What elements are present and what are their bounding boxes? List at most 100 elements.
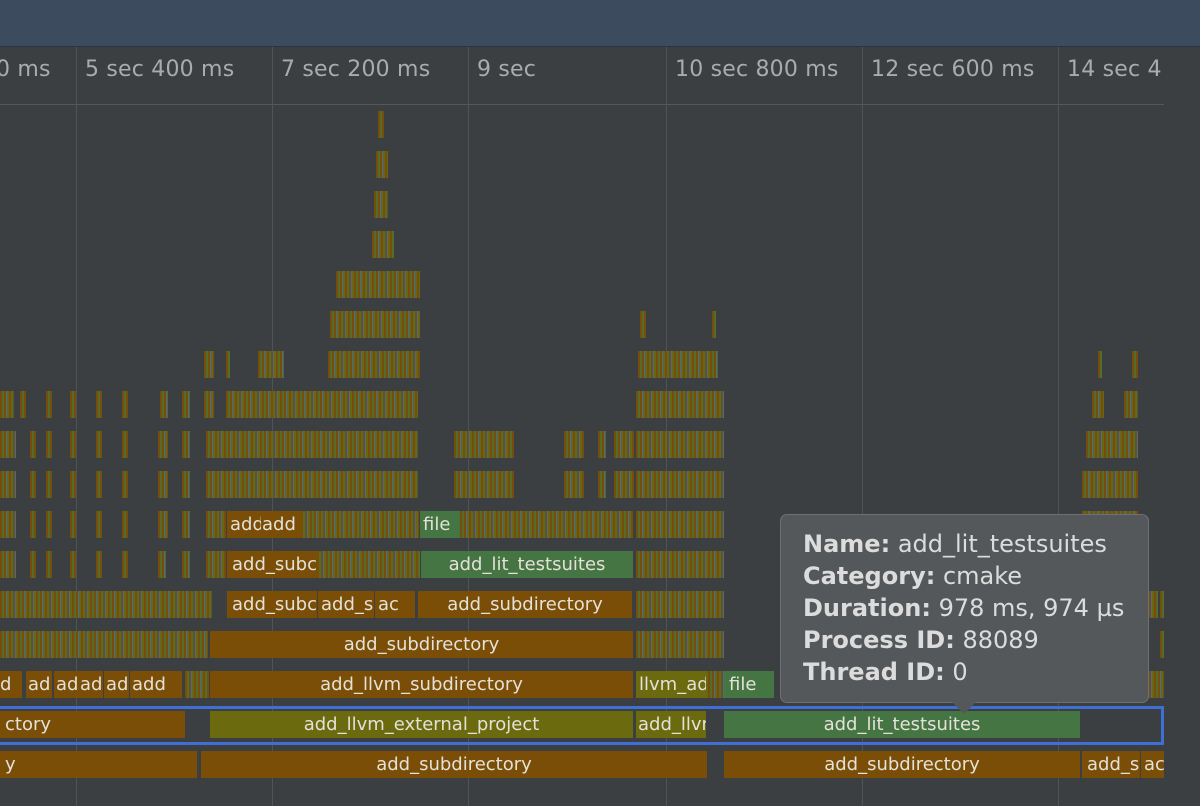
dense-event-cluster[interactable]: [1092, 391, 1104, 418]
dense-event-cluster[interactable]: [614, 431, 634, 458]
flame-bar[interactable]: ac: [375, 591, 415, 618]
flame-chart[interactable]: y add_subdirectory add_subdirectory add_…: [0, 0, 1164, 806]
dense-event-cluster[interactable]: [598, 431, 606, 458]
dense-event-cluster[interactable]: [46, 471, 52, 498]
flame-bar[interactable]: add_subdirectory: [418, 591, 632, 618]
flame-bar[interactable]: y: [0, 751, 197, 778]
dense-event-cluster[interactable]: [226, 391, 418, 418]
dense-event-cluster[interactable]: [96, 471, 102, 498]
dense-event-cluster[interactable]: [636, 471, 724, 498]
dense-event-cluster[interactable]: [0, 471, 16, 498]
flame-bar[interactable]: add_llvr: [636, 711, 706, 738]
dense-event-cluster[interactable]: [70, 511, 76, 538]
flame-bar[interactable]: file: [724, 671, 774, 698]
dense-event-cluster[interactable]: [0, 391, 14, 418]
dense-event-cluster[interactable]: [1082, 471, 1138, 498]
flame-bar[interactable]: file: [420, 511, 460, 538]
flame-bar[interactable]: d: [0, 671, 22, 698]
flame-bar[interactable]: ad: [26, 671, 52, 698]
dense-event-cluster[interactable]: [636, 631, 724, 658]
dense-event-cluster[interactable]: [636, 551, 724, 578]
dense-event-cluster[interactable]: [30, 431, 36, 458]
dense-event-cluster[interactable]: [122, 471, 128, 498]
dense-event-cluster[interactable]: [182, 391, 190, 418]
dense-event-cluster[interactable]: [598, 471, 606, 498]
dense-event-cluster[interactable]: [1098, 351, 1102, 378]
dense-event-cluster[interactable]: [204, 351, 214, 378]
dense-event-cluster[interactable]: [378, 111, 384, 138]
flame-bar[interactable]: ac: [1141, 751, 1164, 778]
dense-event-cluster[interactable]: [182, 471, 190, 498]
dense-event-cluster[interactable]: [1160, 631, 1164, 658]
dense-event-cluster[interactable]: [30, 511, 36, 538]
dense-event-cluster[interactable]: [636, 591, 724, 618]
dense-event-cluster[interactable]: [0, 551, 16, 578]
dense-event-cluster[interactable]: [96, 431, 102, 458]
dense-event-cluster[interactable]: [376, 151, 388, 178]
dense-event-cluster[interactable]: [317, 551, 420, 578]
flame-bar-selected[interactable]: add_lit_testsuites: [724, 711, 1080, 738]
dense-event-cluster[interactable]: [0, 431, 16, 458]
dense-event-cluster[interactable]: [258, 351, 284, 378]
dense-event-cluster[interactable]: [614, 471, 634, 498]
flame-bar[interactable]: add_llvm_subdirectory: [210, 671, 633, 698]
dense-event-cluster[interactable]: [226, 351, 230, 378]
dense-event-cluster[interactable]: [122, 511, 128, 538]
dense-event-cluster[interactable]: [96, 391, 102, 418]
flame-bar[interactable]: ad: [54, 671, 78, 698]
dense-event-cluster[interactable]: [30, 471, 36, 498]
flame-bar[interactable]: add_lit_testsuites: [421, 551, 633, 578]
dense-event-cluster[interactable]: [96, 551, 102, 578]
dense-event-cluster[interactable]: [70, 431, 76, 458]
dense-event-cluster[interactable]: [301, 511, 419, 538]
dense-event-cluster[interactable]: [122, 431, 128, 458]
dense-event-cluster[interactable]: [1160, 591, 1164, 618]
dense-event-cluster[interactable]: [564, 471, 584, 498]
dense-event-cluster[interactable]: [122, 551, 128, 578]
dense-event-cluster[interactable]: [454, 431, 514, 458]
dense-event-cluster[interactable]: [328, 351, 420, 378]
dense-event-cluster[interactable]: [96, 511, 102, 538]
flame-bar[interactable]: add_s: [318, 591, 374, 618]
dense-event-cluster[interactable]: [122, 391, 128, 418]
dense-event-cluster[interactable]: [336, 271, 420, 298]
flame-bar[interactable]: ad: [104, 671, 129, 698]
dense-event-cluster[interactable]: [182, 551, 190, 578]
dense-event-cluster[interactable]: [330, 311, 420, 338]
dense-event-cluster[interactable]: [204, 391, 214, 418]
dense-event-cluster[interactable]: [158, 471, 168, 498]
dense-event-cluster[interactable]: [564, 431, 584, 458]
flame-bar[interactable]: add_subdirectory: [201, 751, 707, 778]
dense-event-cluster[interactable]: [374, 191, 388, 218]
dense-event-cluster[interactable]: [636, 391, 724, 418]
dense-event-cluster[interactable]: [638, 351, 718, 378]
flame-bar[interactable]: add: [261, 511, 301, 538]
dense-event-cluster[interactable]: [206, 551, 226, 578]
dense-event-cluster[interactable]: [206, 511, 226, 538]
dense-event-cluster[interactable]: [46, 511, 52, 538]
dense-event-cluster[interactable]: [182, 511, 190, 538]
dense-event-cluster[interactable]: [460, 511, 633, 538]
dense-event-cluster[interactable]: [206, 471, 418, 498]
dense-event-cluster[interactable]: [454, 471, 514, 498]
dense-event-cluster[interactable]: [1086, 431, 1138, 458]
dense-event-cluster[interactable]: [206, 431, 418, 458]
dense-event-cluster[interactable]: [70, 551, 76, 578]
flame-bar[interactable]: add_subdirectory: [724, 751, 1080, 778]
flame-bar[interactable]: ctory: [0, 711, 185, 738]
flame-bar[interactable]: add_subc: [227, 551, 317, 578]
dense-event-cluster[interactable]: [372, 231, 394, 258]
flame-bar[interactable]: add: [130, 671, 182, 698]
dense-event-cluster[interactable]: [1124, 391, 1138, 418]
flame-bar[interactable]: llvm_ad: [636, 671, 706, 698]
dense-event-cluster[interactable]: [0, 591, 212, 618]
dense-event-cluster[interactable]: [636, 431, 724, 458]
flame-bar[interactable]: add_llvm_external_project: [210, 711, 633, 738]
dense-event-cluster[interactable]: [0, 631, 208, 658]
dense-event-cluster[interactable]: [182, 431, 190, 458]
dense-event-cluster[interactable]: [185, 671, 209, 698]
dense-event-cluster[interactable]: [158, 551, 166, 578]
dense-event-cluster[interactable]: [712, 311, 716, 338]
flame-bar[interactable]: add_subc: [227, 591, 317, 618]
dense-event-cluster[interactable]: [640, 311, 646, 338]
